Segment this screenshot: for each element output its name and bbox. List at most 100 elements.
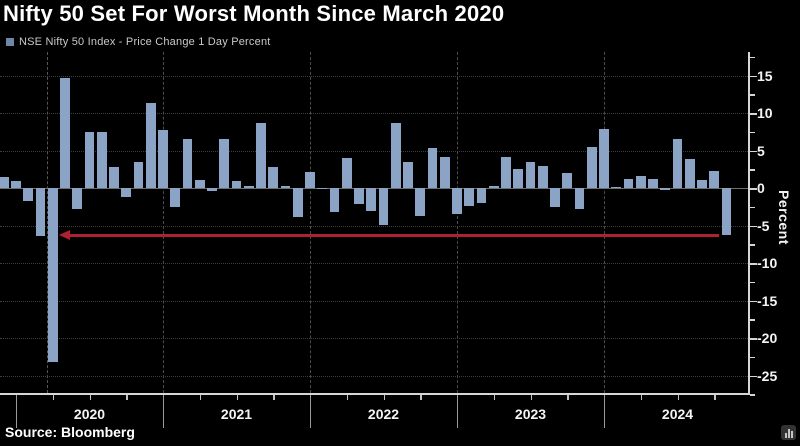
bar [452,188,462,215]
y-minor-tick [750,131,755,134]
year-label: 2023 [514,406,547,422]
bar [109,167,119,188]
comparison-arrow [70,233,719,237]
y-major-tick [750,300,757,303]
bar [96,131,107,189]
bar [329,188,340,212]
bar [219,139,230,189]
y-minor-tick [750,319,755,321]
y-major-tick [750,188,757,190]
year-gridline [457,52,458,393]
y-minor-tick [750,394,755,396]
plot-area [0,52,748,393]
x-tick-year [310,395,312,428]
gridline [0,150,748,152]
gridline [0,263,748,264]
x-tick-quarter [640,395,643,400]
bar [378,188,389,225]
bar [11,181,21,189]
y-minor-tick [750,356,755,359]
chart-title: Nifty 50 Set For Worst Month Since March… [3,1,505,26]
bar [611,186,622,188]
legend-marker-icon [6,38,14,46]
gridline [0,225,748,227]
bar [525,161,536,189]
arrowhead-icon [59,230,70,240]
bar [390,122,401,189]
bar [599,128,609,189]
y-tick-label: -20 [757,330,778,346]
year-gridline [163,52,164,393]
bar [403,161,413,189]
y-axis-line [748,52,750,394]
legend: NSE Nifty 50 Index - Price Change 1 Day … [6,35,271,49]
x-tick-quarter [89,395,91,400]
bar [305,171,315,188]
bar [47,188,58,362]
march-2020-refline [47,52,49,393]
bar [427,147,438,188]
bar [672,138,683,188]
x-tick-quarter [346,395,349,400]
bar [476,188,487,203]
bar [488,185,499,189]
gridline [0,75,748,77]
bar [158,129,168,188]
bar [231,181,242,189]
bar [562,173,573,188]
bar [60,77,70,189]
bar [709,170,720,189]
bar [292,188,303,218]
bar [415,188,426,216]
bar [243,185,254,189]
bar [268,167,279,188]
x-tick-quarter [273,395,275,400]
y-minor-tick [750,169,755,171]
bar [648,179,658,188]
year-label: 2022 [367,406,400,422]
y-tick-label: -5 [757,217,770,234]
bar [660,188,671,191]
y-tick-label: 15 [757,67,773,84]
bar [145,102,156,188]
y-major-tick [750,338,757,340]
x-tick-quarter [383,395,385,400]
bar [513,168,524,188]
x-tick-quarter [493,395,496,400]
bar [121,188,132,197]
gridline [0,338,748,339]
bar [207,188,217,191]
y-major-tick [750,150,757,153]
year-gridline [604,52,605,393]
y-major-tick [750,113,757,115]
y-tick-label: -10 [757,255,778,271]
bar [586,146,597,189]
y-axis-title: Percent [776,190,792,245]
bar [464,188,475,206]
year-gridline [310,52,311,393]
bar [35,188,46,236]
bar [280,185,291,189]
y-minor-tick [750,244,755,246]
y-tick-label: -25 [757,367,778,384]
bar [537,166,548,189]
x-tick-quarter [530,395,532,400]
bar [721,188,732,235]
y-minor-tick [750,56,755,59]
x-tick-quarter [714,395,716,400]
legend-label: NSE Nifty 50 Index - Price Change 1 Day … [19,36,271,48]
bar [501,157,511,188]
bar [194,179,205,189]
x-tick-quarter [677,395,679,400]
bar [0,176,9,189]
bar [23,188,34,201]
y-tick-label: 5 [757,142,765,159]
bar [182,138,193,188]
y-major-tick [750,225,757,228]
x-tick-year [457,395,459,428]
bar [697,179,707,189]
chart-watermark-icon [781,425,796,440]
bar [684,158,695,189]
bar [635,176,646,188]
x-tick-quarter [420,395,422,400]
